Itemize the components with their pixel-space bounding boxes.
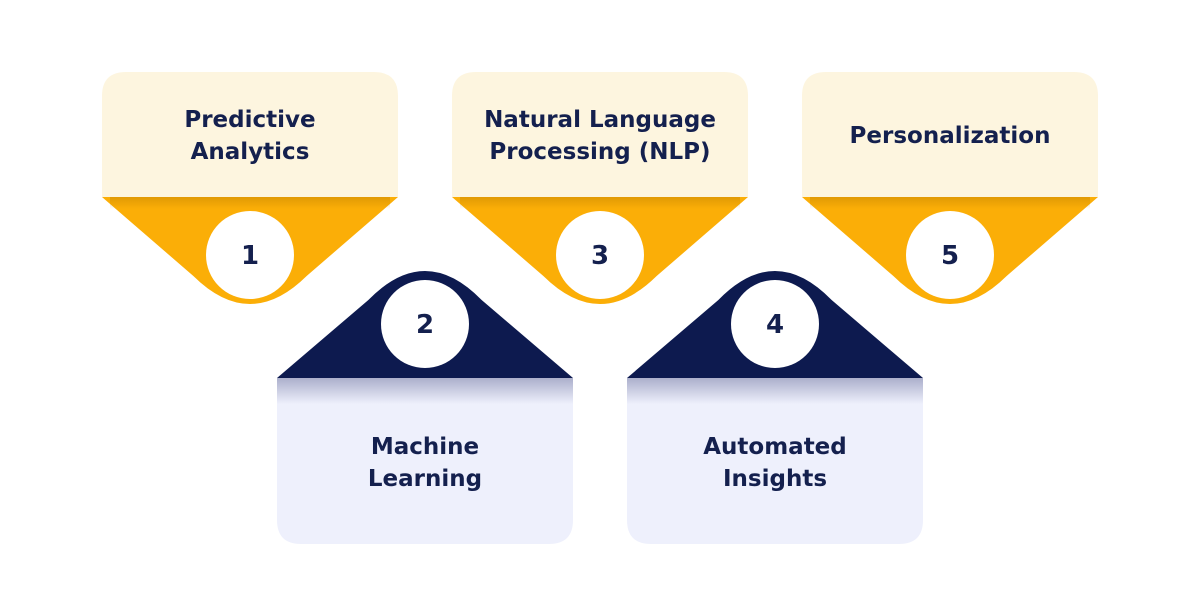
step-label: Processing (NLP)	[489, 139, 710, 165]
step-3: 3 Natural Language Processing (NLP)	[452, 72, 748, 304]
step-2: 2 Machine Learning	[277, 271, 573, 544]
step-shadow	[810, 197, 1090, 209]
step-label: Machine	[371, 434, 479, 460]
step-number-circle	[381, 280, 469, 368]
step-number-circle	[556, 211, 644, 299]
step-label: Insights	[723, 466, 827, 492]
step-number: 3	[591, 241, 609, 271]
step-number-circle	[206, 211, 294, 299]
step-number-circle	[731, 280, 819, 368]
step-card	[802, 72, 1098, 197]
step-shadow	[110, 197, 390, 209]
step-number: 4	[766, 310, 784, 340]
step-shadow	[460, 197, 740, 209]
step-number: 1	[241, 241, 259, 271]
step-card	[627, 378, 923, 544]
step-label: Predictive	[184, 107, 315, 133]
step-label: Automated	[703, 434, 847, 460]
step-label: Analytics	[191, 139, 310, 165]
step-number: 5	[941, 241, 959, 271]
step-card	[452, 72, 748, 197]
step-1: 1 Predictive Analytics	[102, 72, 398, 304]
step-label: Learning	[368, 466, 482, 492]
step-5: 5 Personalization	[802, 72, 1098, 304]
step-label: Personalization	[850, 123, 1051, 149]
step-shadow	[277, 378, 573, 404]
step-card	[102, 72, 398, 197]
step-shadow	[627, 378, 923, 404]
step-number-circle	[906, 211, 994, 299]
step-label: Natural Language	[484, 107, 716, 133]
step-4: 4 Automated Insights	[627, 271, 923, 544]
step-card	[277, 378, 573, 544]
steps-layer: 1 Predictive Analytics 2 Machine Learning 3 Nat…	[102, 72, 1098, 544]
step-number: 2	[416, 310, 434, 340]
